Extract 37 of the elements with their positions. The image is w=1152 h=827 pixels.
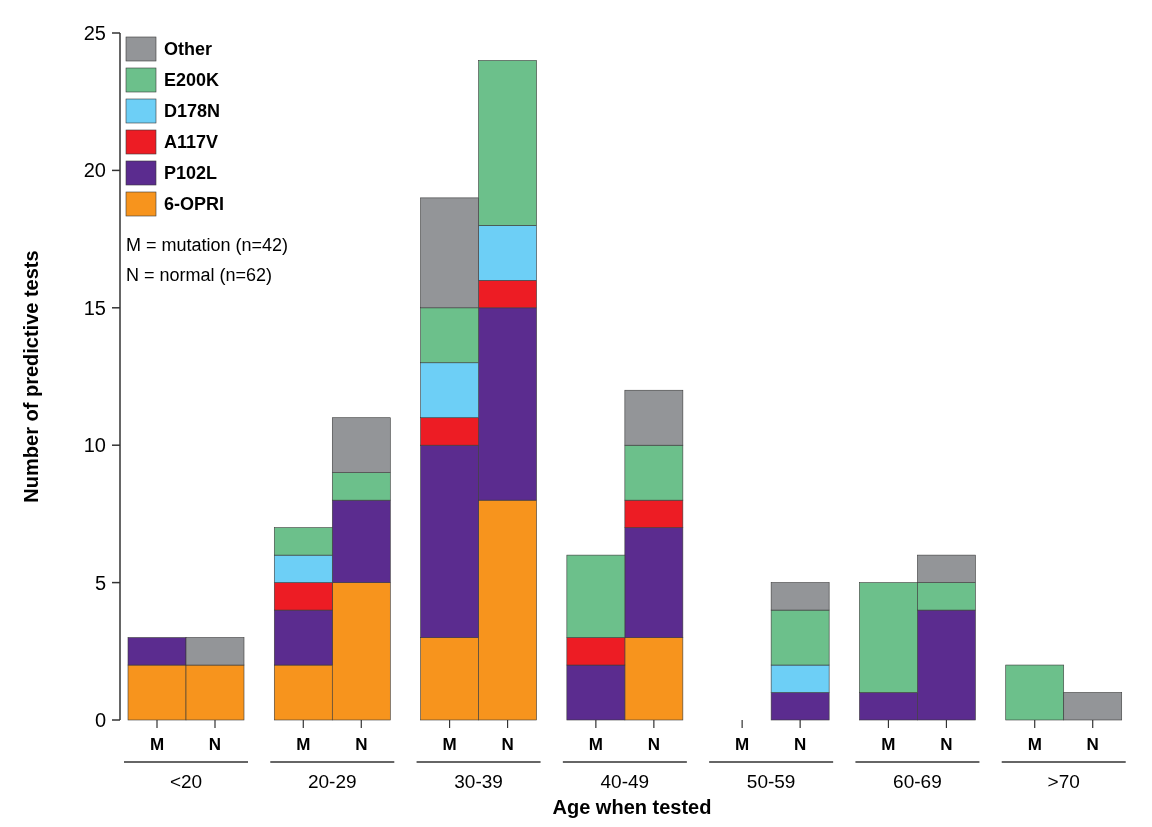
y-tick-label: 5 [94,571,106,594]
x-tick-label: M [296,735,311,754]
x-tick-label: N [501,735,514,754]
x-tick-label: N [208,735,222,754]
x-tick-label: M [588,735,603,754]
legend-label: Other [164,39,213,60]
y-tick-label: 25 [83,22,106,44]
x-tick-label: M [149,735,165,754]
text: 30-39 [454,771,503,792]
y-axis-title: Number of predictive tests [20,250,42,503]
legend-label: P102L [164,163,218,184]
text: 40-49 [600,771,650,792]
x-tick-label: N [355,735,368,754]
legend-label: D178N [164,101,221,122]
x-tick-label: N [794,735,807,754]
legend-label: A117V [164,132,219,153]
y-tick-label: 20 [83,159,106,182]
x-tick-label: M [881,735,896,754]
text: 60-69 [893,771,942,792]
x-axis-title: Age when tested [552,796,712,818]
text: 50-59 [746,771,796,792]
y-tick-label: 10 [83,434,106,457]
x-tick-label: M [442,735,457,754]
annotation: M = mutation (n=42) [126,235,289,255]
legend-label: 6-OPRI [164,194,225,215]
annotation: N = normal (n=62) [126,265,273,285]
y-tick-label: 15 [83,296,106,319]
legend-label: E200K [164,70,220,91]
x-tick-label: N [1086,735,1099,754]
text: >70 [1047,771,1080,792]
x-tick-label: M [1027,735,1042,754]
x-tick-label: M [735,735,750,754]
x-tick-label: N [647,735,660,754]
x-tick-label: N [940,735,953,754]
text: <20 [169,771,203,792]
y-tick-label: 0 [94,709,106,731]
text: 20-29 [307,771,357,792]
